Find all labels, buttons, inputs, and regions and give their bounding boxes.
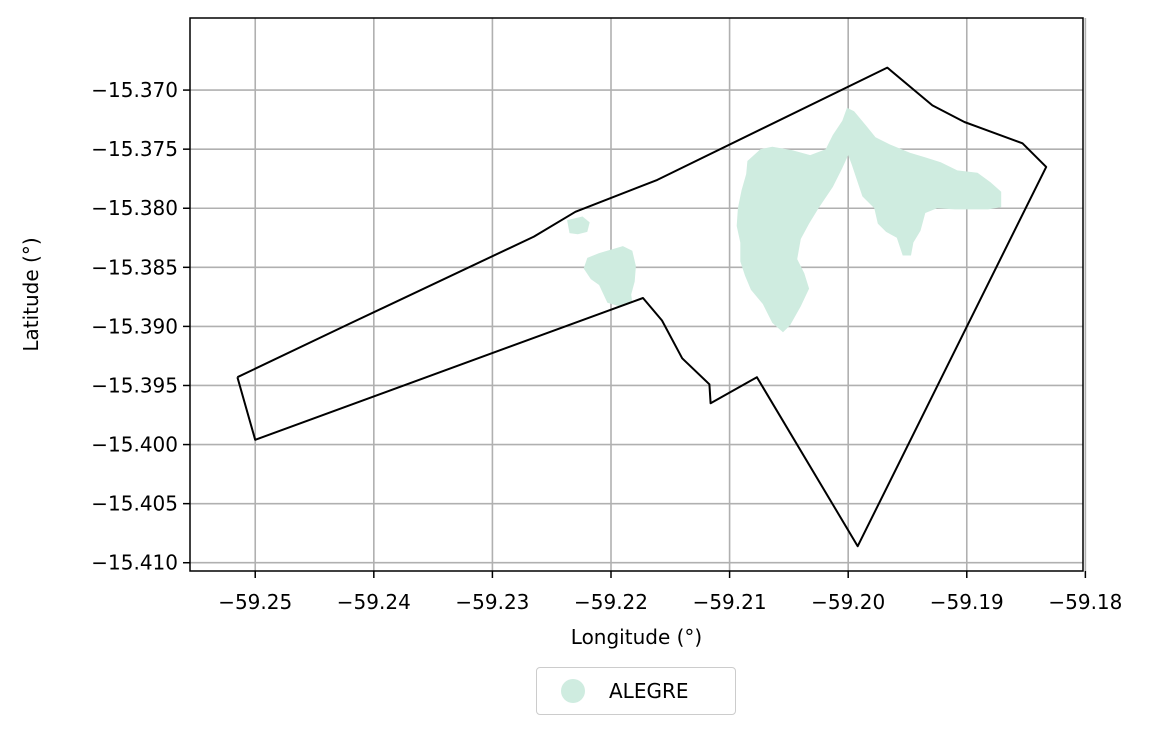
y-axis-ticks: −15.370 −15.375 −15.380 −15.385 −15.390 −15.3… — [91, 78, 190, 575]
x-tick-label: −59.24 — [337, 590, 411, 614]
y-tick-label: −15.380 — [91, 196, 178, 220]
x-axis-ticks: −59.25 −59.24 −59.23 −59.22 −59.21 −59.20 −59.… — [218, 571, 1122, 614]
grid-lines — [190, 18, 1087, 571]
x-tick-label: −59.20 — [811, 590, 885, 614]
y-tick-label: −15.370 — [91, 78, 178, 102]
y-tick-label: −15.395 — [91, 373, 178, 397]
region-alegre-part-3 — [583, 246, 636, 307]
region-alegre-part-1 — [736, 107, 1002, 333]
y-axis-label: Latitude (°) — [19, 237, 43, 351]
y-tick-label: −15.400 — [91, 433, 178, 457]
x-tick-label: −59.22 — [574, 590, 648, 614]
y-tick-label: −15.410 — [91, 551, 178, 575]
y-tick-label: −15.405 — [91, 492, 178, 516]
y-tick-label: −15.390 — [91, 314, 178, 338]
legend: ALEGRE — [536, 667, 736, 715]
boundary-layer — [236, 66, 1048, 548]
x-tick-label: −59.21 — [693, 590, 767, 614]
x-tick-label: −59.19 — [930, 590, 1004, 614]
plot-frame — [189, 17, 1084, 572]
y-tick-label: −15.375 — [91, 137, 178, 161]
x-tick-label: −59.25 — [218, 590, 292, 614]
boundary-outline — [236, 66, 1048, 548]
x-tick-label: −59.18 — [1048, 590, 1122, 614]
x-tick-label: −59.23 — [455, 590, 529, 614]
region-layer — [567, 107, 1002, 333]
x-axis-label: Longitude (°) — [571, 625, 702, 649]
region-alegre-part-2 — [567, 216, 590, 235]
y-tick-label: −15.385 — [91, 255, 178, 279]
legend-label-alegre: ALEGRE — [609, 679, 689, 703]
legend-swatch-alegre — [561, 679, 585, 703]
